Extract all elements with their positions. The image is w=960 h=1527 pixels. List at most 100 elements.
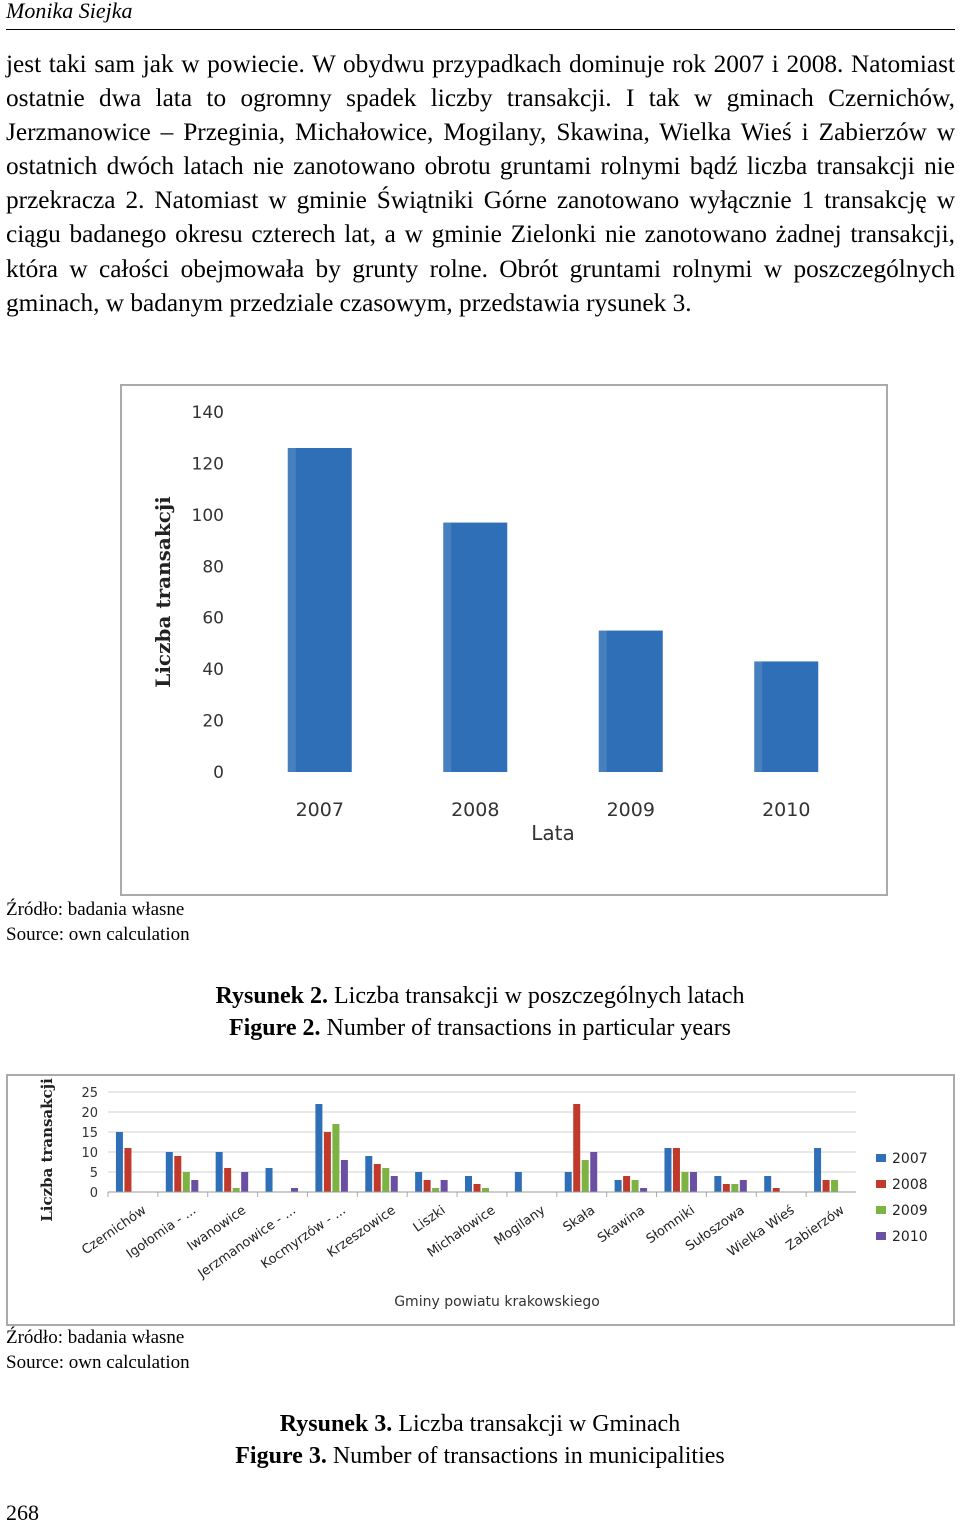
bar-Krzeszowice-2009 xyxy=(382,1168,390,1192)
bar-highlight-2008 xyxy=(443,522,452,772)
figure-3-source-pl: Źródło: badania własne xyxy=(6,1327,185,1348)
bar-Igołomia - ...-2007 xyxy=(165,1152,173,1192)
bar-Sułoszowa-2009 xyxy=(731,1184,739,1192)
bar-Skała-2007 xyxy=(564,1172,572,1192)
legend-swatch-2010 xyxy=(876,1232,886,1240)
bar-Liszki-2009 xyxy=(432,1188,440,1192)
x-tick-label-2007: 2007 xyxy=(296,799,344,821)
figure-2-source-en: Source: own calculation xyxy=(6,924,190,945)
bar-Zabierzów-2007 xyxy=(814,1148,822,1192)
bar-Sułoszowa-2010 xyxy=(739,1180,747,1192)
figure-2-caption-en: Figure 2. Number of transactions in part… xyxy=(0,1012,960,1044)
bar-Krzeszowice-2008 xyxy=(373,1164,381,1192)
bar-Igołomia - ...-2010 xyxy=(191,1180,199,1192)
bar-Zabierzów-2009 xyxy=(831,1180,839,1192)
bar-Skawina-2008 xyxy=(623,1176,631,1192)
figure-3-caption-pl: Rysunek 3. Liczba transakcji w Gminach xyxy=(0,1408,960,1440)
bar-Sułoszowa-2008 xyxy=(722,1184,730,1192)
bar-Skawina-2007 xyxy=(614,1180,622,1192)
figure-2-caption-pl: Rysunek 2. Liczba transakcji w poszczegó… xyxy=(0,980,960,1012)
bar-Jerzmanowice - ...-2007 xyxy=(265,1168,273,1192)
bar-Michałowice-2009 xyxy=(482,1188,489,1192)
figure-3-caption-pl-text: Liczba transakcji w Gminach xyxy=(392,1411,681,1437)
x-tick-label-Liszki: Liszki xyxy=(411,1203,449,1236)
header-rule xyxy=(6,29,955,30)
bar-Skawina-2009 xyxy=(631,1180,639,1192)
running-header-author: Monika Siejka xyxy=(6,0,133,23)
bar-Skała-2009 xyxy=(581,1160,589,1192)
figure-2-chart: 0 20 40 60 80 100 120 140 2007 2008 2009 2010 Lata Li… xyxy=(120,384,888,896)
x-tick-label-Kocmyrzów - ...: Kocmyrzów - ... xyxy=(259,1203,349,1272)
legend-label-2007: 2007 xyxy=(892,1151,928,1167)
bar-Iwanowice-2010 xyxy=(241,1172,249,1192)
bar-Iwanowice-2009 xyxy=(232,1188,240,1192)
figure-3-caption-en-text: Number of transactions in municipalities xyxy=(326,1443,725,1469)
bar-Igołomia - ...-2009 xyxy=(182,1172,190,1192)
bar-Skawina-2010 xyxy=(640,1188,648,1192)
y-tick-label: 5 xyxy=(90,1166,98,1181)
bar-Krzeszowice-2010 xyxy=(390,1176,398,1192)
bar-Skała-2008 xyxy=(573,1104,581,1192)
bar-Michałowice-2007 xyxy=(465,1176,472,1192)
bar-Czernichów-2007 xyxy=(115,1132,123,1192)
y-tick-label: 140 xyxy=(192,403,224,423)
figure-2-chart-svg: 0 20 40 60 80 100 120 140 2007 2008 2009 2010 Lata Li… xyxy=(151,403,819,845)
figure-2-caption-en-label: Figure 2. xyxy=(228,1015,321,1041)
bar-Skała-2010 xyxy=(590,1152,598,1192)
y-tick-label: 25 xyxy=(81,1086,98,1101)
y-axis-title: Liczba transakcji xyxy=(151,496,175,688)
bar-highlight-2010 xyxy=(754,661,763,772)
legend-label-2008: 2008 xyxy=(892,1177,928,1193)
legend-swatch-2007 xyxy=(876,1154,886,1162)
bar-Słomniki-2008 xyxy=(672,1148,680,1192)
y-tick-label: 60 xyxy=(202,609,224,629)
x-tick-label-Skała: Skała xyxy=(561,1203,598,1235)
bar-Sułoszowa-2007 xyxy=(714,1176,722,1192)
legend-label-2010: 2010 xyxy=(892,1229,928,1245)
bar-Kocmyrzów - ...-2009 xyxy=(332,1124,340,1192)
y-axis-title: Liczba transakcji xyxy=(38,1078,56,1222)
x-axis-title: Lata xyxy=(531,821,575,845)
y-tick-label: 0 xyxy=(90,1186,98,1201)
bar-Czernichów-2008 xyxy=(124,1148,132,1192)
bar-Kocmyrzów - ...-2010 xyxy=(340,1160,348,1192)
x-axis-title: Gminy powiatu krakowskiego xyxy=(394,1294,600,1310)
bar-Iwanowice-2007 xyxy=(215,1152,223,1192)
body-paragraph: jest taki sam jak w powiecie. W obydwu p… xyxy=(6,50,955,317)
bar-Michałowice-2008 xyxy=(473,1184,481,1192)
bar-Krzeszowice-2007 xyxy=(365,1156,373,1192)
y-tick-label: 15 xyxy=(81,1126,98,1141)
bar-2007 xyxy=(287,448,352,772)
x-tick-label-2009: 2009 xyxy=(607,799,655,821)
bar-Wielka Wieś-2007 xyxy=(764,1176,772,1192)
legend-swatch-2009 xyxy=(876,1206,886,1214)
bar-Kocmyrzów - ...-2008 xyxy=(323,1132,331,1192)
y-tick-label: 100 xyxy=(192,506,224,526)
bar-Słomniki-2010 xyxy=(689,1172,697,1192)
legend-swatch-2008 xyxy=(876,1180,886,1188)
bar-Liszki-2007 xyxy=(415,1172,423,1192)
page-number: 268 xyxy=(6,1500,39,1525)
x-tick-label-2010: 2010 xyxy=(762,799,810,821)
x-tick-label-2008: 2008 xyxy=(451,799,499,821)
bar-Jerzmanowice - ...-2010 xyxy=(291,1188,299,1192)
bar-Iwanowice-2008 xyxy=(224,1168,232,1192)
y-tick-label: 40 xyxy=(202,660,224,680)
x-tick-label-Mogilany: Mogilany xyxy=(492,1203,549,1249)
figure-3-caption-en-label: Figure 3. xyxy=(235,1443,327,1469)
figure-3-chart: 0 5 10 15 20 25 Czernichów Igołomia - ... Iwanow… xyxy=(6,1074,955,1326)
figure-2-caption-pl-label: Rysunek 2. xyxy=(215,983,329,1009)
bar-2008 xyxy=(443,522,508,772)
bar-2010 xyxy=(754,661,819,772)
figure-3-caption-pl-label: Rysunek 3. xyxy=(279,1411,393,1437)
y-tick-label: 80 xyxy=(202,557,224,577)
bar-highlight-2007 xyxy=(287,448,296,772)
bar-Wielka Wieś-2008 xyxy=(772,1188,780,1192)
figure-3-source-en: Source: own calculation xyxy=(6,1352,190,1373)
bar-Liszki-2008 xyxy=(423,1180,431,1192)
y-tick-label: 20 xyxy=(81,1106,98,1121)
bar-2009 xyxy=(598,630,663,772)
y-tick-label: 10 xyxy=(81,1146,98,1161)
bar-Słomniki-2007 xyxy=(664,1148,672,1192)
